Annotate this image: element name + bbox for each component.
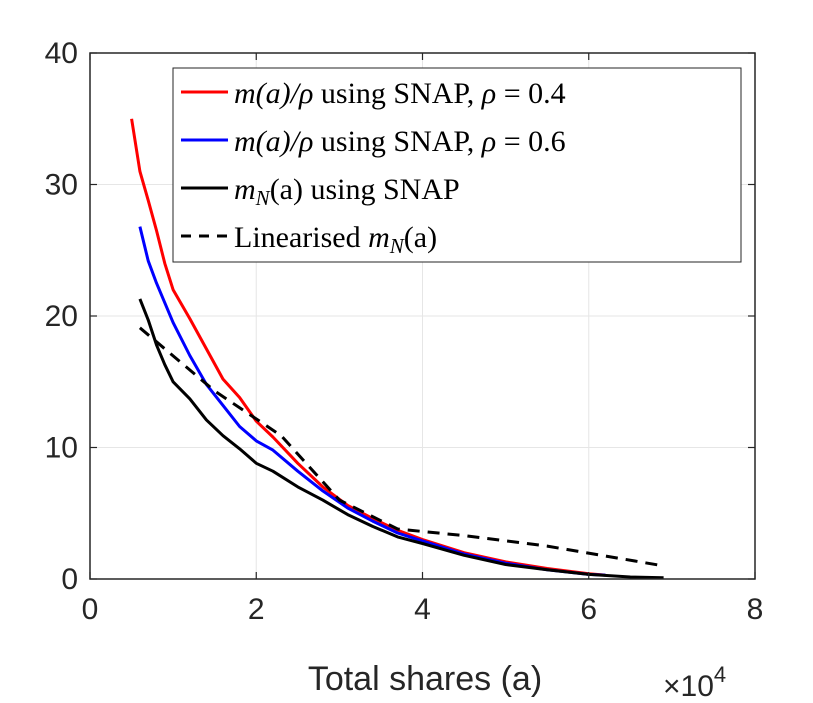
legend-entry-dashed: Linearised mN(a) <box>234 221 437 258</box>
x-axis-multiplier: ×104 <box>663 662 726 703</box>
y-tick-label: 10 <box>45 432 78 465</box>
y-tick-label: 20 <box>45 300 78 333</box>
x-tick-label: 2 <box>248 593 265 626</box>
series-lines <box>130 118 664 580</box>
series-line-3 <box>138 326 664 568</box>
legend-entry-red: m(a)/ρ using SNAP, ρ = 0.4 <box>234 77 566 110</box>
x-tick-label: 0 <box>82 593 99 626</box>
x-tick-label: 6 <box>580 593 597 626</box>
y-tick-label: 30 <box>45 169 78 202</box>
y-tick-label: 40 <box>45 37 78 70</box>
legend-entry-black: mN(a) using SNAP <box>234 173 460 210</box>
x-tick-label: 4 <box>414 593 431 626</box>
x-axis-multiplier-base: ×10 <box>663 670 714 703</box>
y-tick-label: 0 <box>61 563 78 596</box>
series-line-2 <box>138 298 664 580</box>
legend-box <box>172 67 742 263</box>
x-tick-label: 8 <box>747 593 764 626</box>
x-axis-label: Total shares (a) <box>308 660 542 698</box>
x-axis-multiplier-exponent: 4 <box>714 662 726 687</box>
legend: m(a)/ρ using SNAP, ρ = 0.4 m(a)/ρ using … <box>172 67 742 263</box>
axis-ticks: 0 2 4 6 8 0 10 20 30 40 <box>45 37 764 626</box>
legend-entry-blue: m(a)/ρ using SNAP, ρ = 0.6 <box>234 125 566 158</box>
